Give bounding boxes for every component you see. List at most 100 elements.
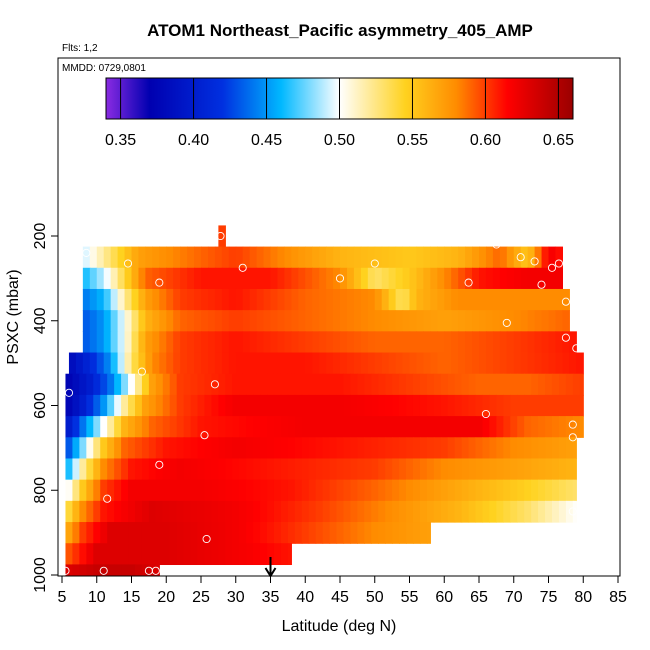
heatmap-cell xyxy=(197,416,206,438)
heatmap-cell xyxy=(499,267,508,290)
heatmap-cell xyxy=(419,522,428,544)
heatmap-cell xyxy=(374,288,383,311)
heatmap-cell xyxy=(538,437,546,460)
heatmap-cell xyxy=(235,352,244,375)
chart-title: ATOM1 Northeast_Pacific asymmetry_405_AM… xyxy=(147,21,533,40)
heatmap-cell xyxy=(301,437,310,460)
heatmap-cell xyxy=(426,394,435,417)
heatmap-cell xyxy=(340,246,348,269)
heatmap-cell xyxy=(228,310,237,332)
heatmap-cell xyxy=(65,394,74,417)
heatmap-cell xyxy=(527,267,536,290)
heatmap-cell xyxy=(461,500,470,523)
heatmap-cell xyxy=(520,331,529,354)
heatmap-cell xyxy=(506,288,515,311)
heatmap-cell xyxy=(489,373,497,396)
heatmap-cell xyxy=(555,352,563,375)
heatmap-cell xyxy=(176,373,185,396)
heatmap-cell xyxy=(294,500,303,523)
heatmap-cell xyxy=(239,500,247,523)
heatmap-cell xyxy=(412,522,421,544)
heatmap-cell xyxy=(461,479,470,502)
heatmap-cell xyxy=(558,416,567,438)
heatmap-cell xyxy=(333,352,341,375)
heatmap-cell xyxy=(433,437,442,460)
heatmap-cell xyxy=(551,458,560,481)
heatmap-cell xyxy=(284,246,292,269)
heatmap-cell xyxy=(225,479,233,502)
heatmap-cell xyxy=(492,267,501,290)
heatmap-cell xyxy=(465,310,473,332)
heatmap-cell xyxy=(267,373,275,396)
heatmap-cell xyxy=(461,416,470,438)
heatmap-cell xyxy=(388,331,397,354)
heatmap-cell xyxy=(569,331,577,354)
heatmap-cell xyxy=(253,500,261,523)
heatmap-cell xyxy=(475,500,484,523)
heatmap-cell xyxy=(461,458,470,481)
heatmap-cell xyxy=(190,437,199,460)
heatmap-cell xyxy=(218,479,226,502)
heatmap-cell xyxy=(141,479,150,502)
x-tick-label: 20 xyxy=(157,589,175,606)
heatmap-cell xyxy=(100,500,108,523)
heatmap-cell xyxy=(134,479,143,502)
heatmap-cell xyxy=(374,267,383,290)
heatmap-cell xyxy=(232,394,240,417)
heatmap-cell xyxy=(399,373,407,396)
heatmap-cell xyxy=(166,310,174,332)
heatmap-cell xyxy=(308,394,317,417)
heatmap-cell xyxy=(555,246,563,269)
heatmap-cell xyxy=(246,543,254,566)
heatmap-cell xyxy=(96,310,105,332)
heatmap-cell xyxy=(458,267,466,290)
heatmap-cell xyxy=(141,500,150,523)
heatmap-cell xyxy=(357,416,365,438)
heatmap-cell xyxy=(433,394,442,417)
heatmap-cell xyxy=(437,288,445,311)
heatmap-cell xyxy=(152,331,160,354)
heatmap-cell xyxy=(148,522,157,544)
heatmap-cell xyxy=(531,500,539,523)
heatmap-cell xyxy=(176,500,185,523)
heatmap-cell xyxy=(298,310,306,332)
heatmap-cell xyxy=(346,288,355,311)
heatmap-cell xyxy=(367,310,376,332)
heatmap-cell xyxy=(551,373,560,396)
heatmap-cell xyxy=(458,331,466,354)
heatmap-cell xyxy=(169,522,178,544)
heatmap-cell xyxy=(423,352,431,375)
heatmap-cell xyxy=(128,394,136,417)
heatmap-cell xyxy=(89,310,98,332)
heatmap-cell xyxy=(437,331,445,354)
heatmap-cell xyxy=(152,267,160,290)
heatmap-cell xyxy=(242,352,251,375)
heatmap-cell xyxy=(270,288,279,311)
heatmap-cell xyxy=(538,500,546,523)
heatmap-cell xyxy=(357,479,365,502)
heatmap-cell xyxy=(183,522,192,544)
heatmap-cell xyxy=(538,416,546,438)
heatmap-cell xyxy=(329,437,338,460)
heatmap-cell xyxy=(367,331,376,354)
heatmap-cell xyxy=(284,310,292,332)
heatmap-cell xyxy=(103,288,112,311)
heatmap-cell xyxy=(176,394,185,417)
heatmap-cell xyxy=(381,352,390,375)
heatmap-cell xyxy=(114,500,122,523)
heatmap-cell xyxy=(89,352,98,375)
heatmap-cell xyxy=(465,288,473,311)
heatmap-cell xyxy=(319,267,327,290)
heatmap-cell xyxy=(114,522,122,544)
heatmap-cell xyxy=(214,267,223,290)
y-axis-label: PSXC (mbar) xyxy=(5,269,22,364)
heatmap-cell xyxy=(392,522,400,544)
heatmap-cell xyxy=(180,267,188,290)
heatmap-cell xyxy=(548,246,557,269)
heatmap-cell xyxy=(284,352,292,375)
heatmap-cell xyxy=(267,500,275,523)
heatmap-cell xyxy=(114,479,122,502)
heatmap-cell xyxy=(232,458,240,481)
heatmap-cell xyxy=(538,394,546,417)
heatmap-cell xyxy=(423,331,431,354)
